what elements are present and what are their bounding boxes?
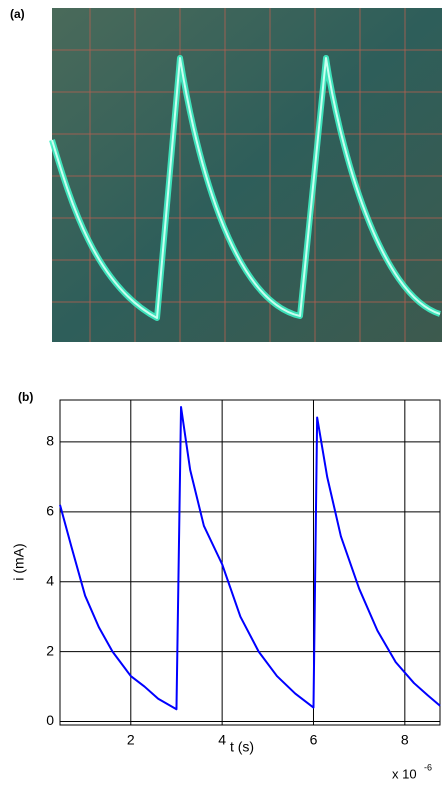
- x-tick-label: 4: [218, 732, 226, 748]
- y-tick-label: 8: [46, 433, 54, 449]
- x-multiplier: x 10: [392, 766, 417, 781]
- y-tick-label: 4: [46, 572, 54, 588]
- panel-label: (b): [18, 390, 33, 404]
- y-tick-label: 0: [46, 712, 54, 728]
- x-multiplier-exponent: -6: [424, 762, 432, 772]
- x-tick-label: 6: [310, 732, 318, 748]
- panel-label: (a): [10, 7, 25, 21]
- oscilloscope-photo: [49, 8, 442, 342]
- y-axis-label: i (mA): [11, 543, 27, 580]
- x-axis-label: t (s): [230, 739, 254, 755]
- y-tick-label: 2: [46, 642, 54, 658]
- x-tick-label: 8: [401, 732, 409, 748]
- x-tick-label: 2: [127, 732, 135, 748]
- data-line: [59, 405, 441, 711]
- plot-frame: [59, 399, 441, 726]
- y-tick-label: 6: [46, 503, 54, 519]
